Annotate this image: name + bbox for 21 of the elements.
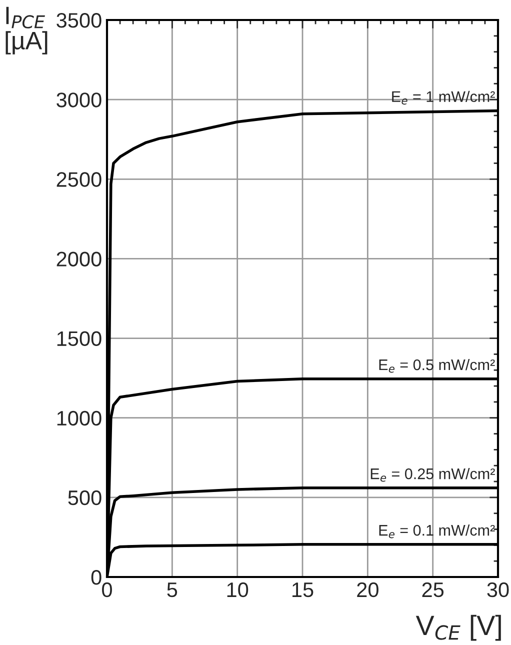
y-tick-label: 2000 — [56, 252, 102, 266]
series-label: E$_{e}$ = 1 mW/cm² — [392, 90, 495, 105]
y-tick-label: 500 — [68, 490, 102, 506]
series-label: E$_{e}$ = 0.5 mW/cm² — [379, 358, 495, 373]
x-axis-title: V$_{CE}$ [V] — [416, 614, 501, 641]
x-tick-label: 5 — [167, 582, 178, 598]
y-tick-label: 1000 — [57, 410, 102, 426]
y-axis-title: I$_{PCE}$ [µA] — [6, 6, 48, 54]
x-tick-label: 15 — [292, 582, 314, 598]
y-tick-label: 3000 — [56, 92, 102, 108]
x-tick-label: 25 — [422, 582, 444, 598]
x-tick-label: 10 — [227, 582, 248, 598]
y-tick-label: 3500 — [56, 13, 102, 28]
series-label: E$_{e}$ = 0.1 mW/cm² — [379, 524, 495, 538]
x-tick-label: 30 — [487, 582, 509, 598]
series-label: E$_{e}$ = 0.25 mW/cm² — [370, 468, 495, 482]
y-tick-label: 1500 — [57, 331, 102, 346]
x-tick-label: 0 — [102, 582, 112, 598]
y-tick-label: 0 — [91, 570, 102, 585]
x-tick-label: 20 — [357, 582, 378, 598]
y-tick-label: 2500 — [56, 172, 102, 187]
